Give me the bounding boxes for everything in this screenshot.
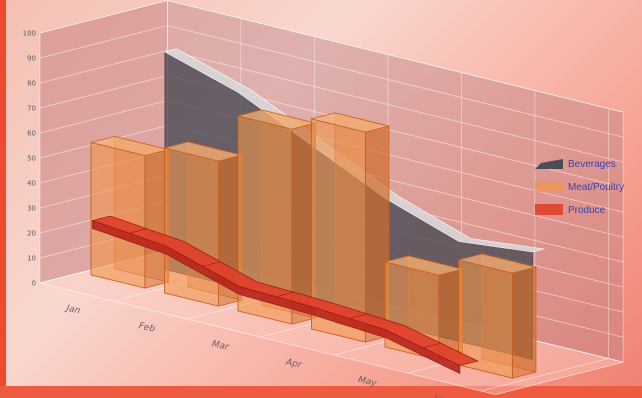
x-axis-ticks: Jan Feb Mar Apr May Jun — [63, 303, 448, 398]
produce-ribbon-seam — [349, 313, 368, 319]
meat-poultry-series — [90, 109, 537, 379]
y-tick-label: 90 — [27, 55, 36, 63]
x-tick-label: Apr — [284, 357, 304, 370]
gridline-floor — [480, 358, 609, 392]
x-tick-label: Mar — [211, 339, 231, 353]
produce-ribbon-seam — [423, 342, 441, 349]
legend-label: Beverages — [568, 159, 616, 170]
gridline-horizontal — [39, 0, 624, 113]
meat-poultry-bar — [90, 135, 169, 289]
y-tick-label: 70 — [27, 105, 36, 113]
produce-ribbon-seam — [202, 261, 221, 267]
produce-ribbon-top — [91, 215, 479, 366]
bar-side-face — [512, 266, 537, 379]
y-tick-label: 20 — [27, 230, 36, 238]
y-tick-label: 10 — [27, 255, 36, 263]
x-tick-label: Jan — [63, 303, 81, 316]
produce-ribbon-seam — [276, 291, 294, 298]
y-tick-label: 100 — [23, 30, 36, 38]
y-tick-label: 80 — [27, 80, 36, 88]
x-tick-label: Feb — [138, 321, 156, 334]
bottom-edge-strip — [0, 386, 642, 398]
bar-front-face — [90, 141, 146, 289]
legend-label: Meat/Poultry — [568, 182, 624, 193]
x-tick-label: May — [357, 375, 378, 389]
legend-swatch — [535, 204, 563, 215]
x-tick-label: Jun — [431, 393, 449, 398]
legend-swatch — [535, 159, 563, 169]
y-axis-ticks: 0 10 20 30 40 50 60 70 80 90 100 — [23, 30, 36, 288]
legend-item: Meat/Poultry — [535, 181, 624, 193]
bar-top-face — [458, 253, 536, 274]
y-tick-label: 0 — [32, 280, 36, 288]
legend-item: Produce — [535, 204, 606, 216]
gridline-horizontal — [39, 25, 624, 138]
y-tick-label: 60 — [27, 130, 36, 138]
legend-swatch — [535, 181, 563, 192]
y-tick-label: 30 — [27, 205, 36, 213]
meat-poultry-bar — [458, 253, 537, 379]
left-edge-strip — [0, 0, 6, 398]
bar-front-face — [164, 147, 219, 307]
produce-ribbon-seam — [129, 228, 147, 234]
y-tick-label: 40 — [27, 180, 36, 188]
bar-top-face — [311, 112, 389, 133]
y-tick-label: 50 — [27, 155, 36, 163]
legend: Beverages Meat/Poultry Produce — [535, 159, 624, 216]
produce-series — [91, 215, 479, 374]
meat-poultry-bar — [311, 112, 390, 343]
legend-label: Produce — [568, 205, 606, 216]
legend-item: Beverages — [535, 159, 616, 170]
gridline-horizontal — [39, 50, 624, 163]
